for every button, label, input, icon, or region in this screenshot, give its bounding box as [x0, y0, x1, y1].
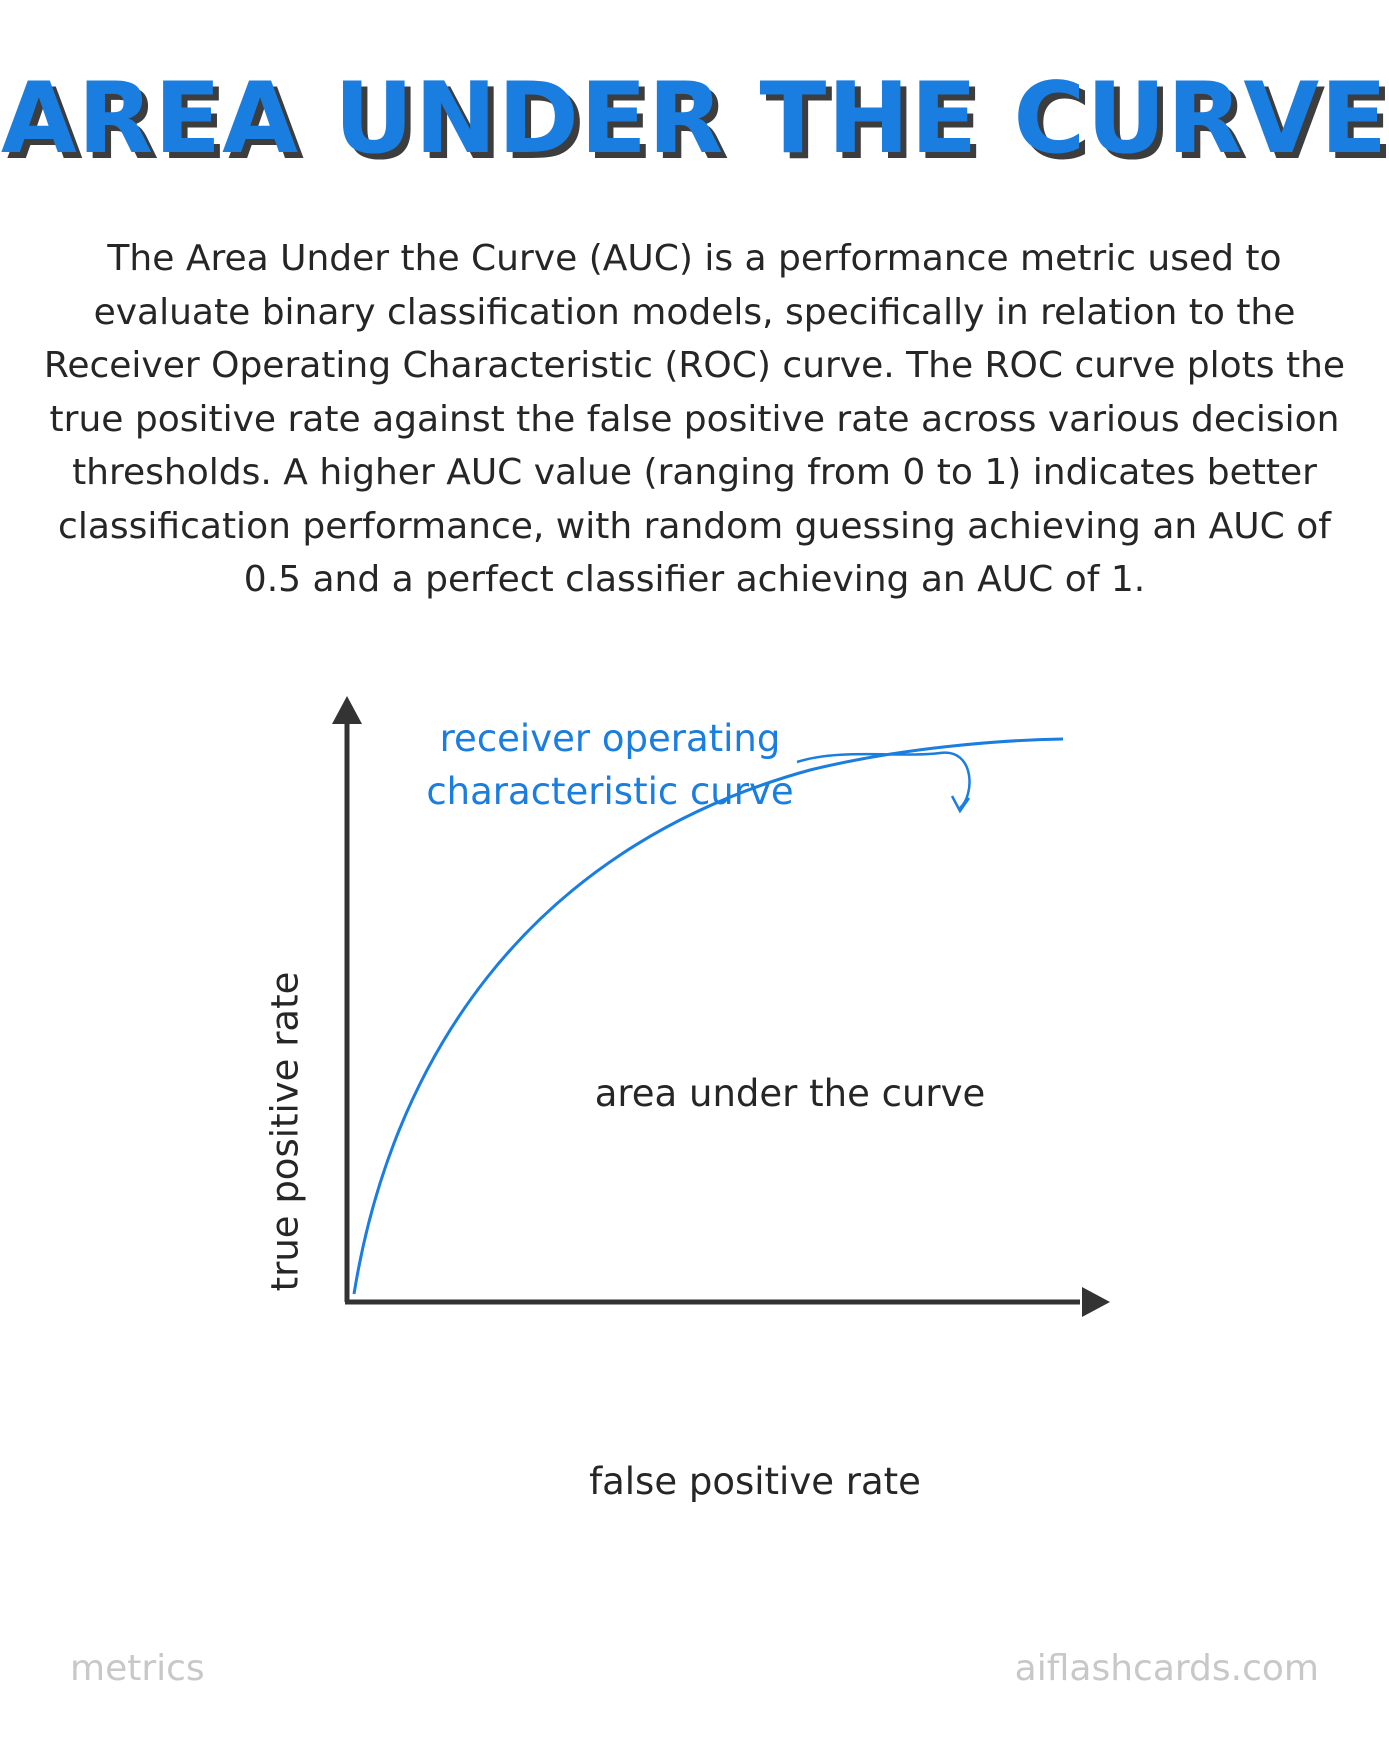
roc-curve-label-line1: receiver operating — [439, 717, 781, 760]
roc-diagram-svg — [332, 696, 1110, 1317]
roc-diagram: receiver operating characteristic curve … — [200, 690, 1200, 1590]
roc-curve-label: receiver operating characteristic curve — [400, 712, 820, 818]
roc-curve — [352, 737, 1064, 1295]
curve-pointer-arrowhead — [950, 795, 971, 814]
area-under-curve-label: area under the curve — [594, 1072, 986, 1115]
x-axis-arrowhead — [1082, 1287, 1110, 1317]
x-axis-label: false positive rate — [589, 1460, 921, 1503]
curve-pointer-arrow — [796, 751, 971, 809]
page-title: AREA UNDER THE CURVE — [0, 62, 1389, 176]
footer-site: aiflashcards.com — [1014, 1648, 1319, 1689]
y-axis-label: true positive rate — [263, 971, 307, 1292]
footer-category: metrics — [70, 1648, 205, 1689]
description-text: The Area Under the Curve (AUC) is a perf… — [43, 238, 1346, 600]
roc-curve-label-line2: characteristic curve — [426, 770, 794, 813]
y-axis-arrowhead — [332, 696, 362, 724]
